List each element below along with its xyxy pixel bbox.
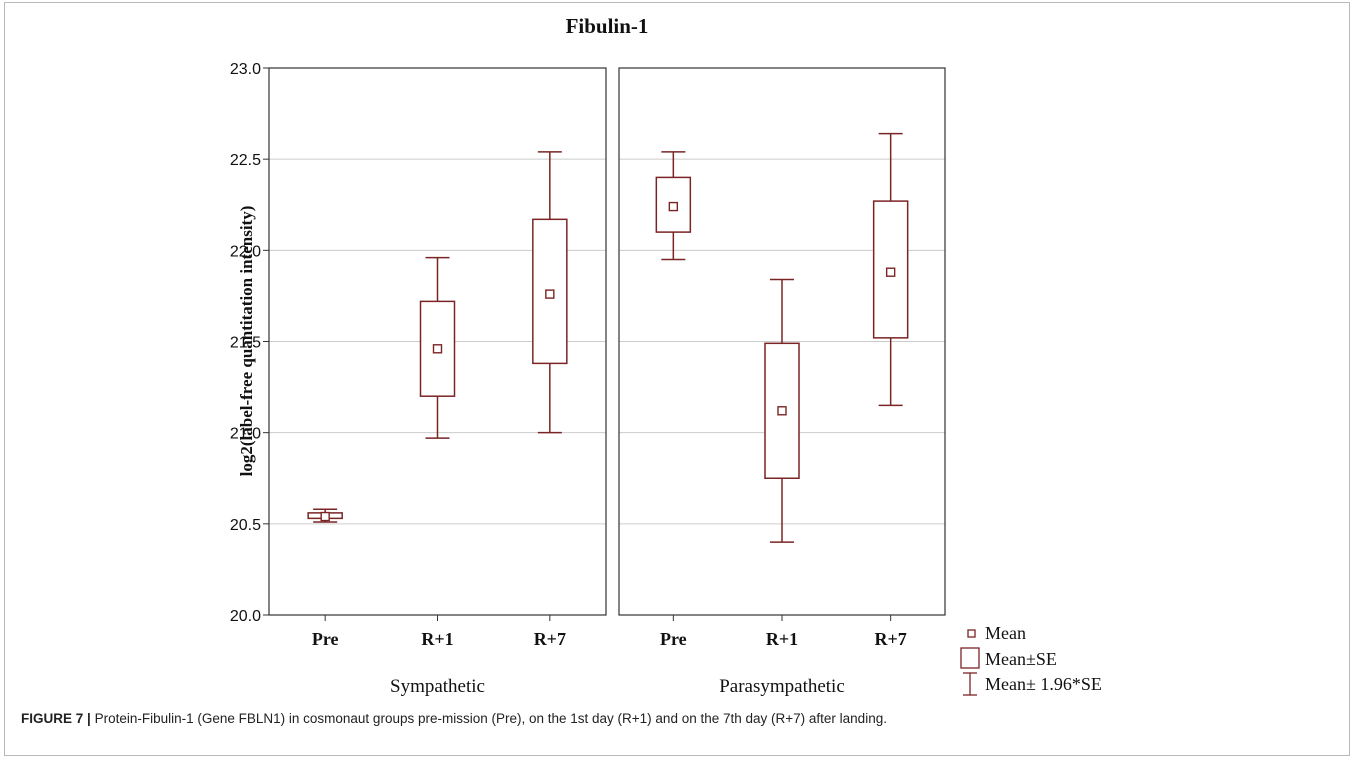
box-rplus7: R+7: [872, 132, 909, 649]
y-tick-label: 21.5: [230, 335, 261, 352]
y-tick-label: 21.0: [230, 426, 261, 443]
panel-label: Parasympathetic: [719, 676, 845, 697]
legend-mean-icon: [967, 629, 976, 638]
mean-marker: [668, 201, 679, 212]
legend: Mean Mean±SE Mean± 1.96*SE: [960, 623, 1102, 696]
x-tick-label: R+7: [534, 629, 566, 649]
mean-marker: [545, 289, 555, 299]
y-tick-label: 22.5: [230, 152, 261, 169]
caption-text: Protein-Fibulin-1 (Gene FBLN1) in cosmon…: [94, 711, 887, 726]
y-tick-label: 20.5: [230, 517, 261, 534]
mean-marker: [320, 511, 330, 522]
y-tick-label: 22.0: [230, 243, 261, 260]
y-tick-label: 20.0: [230, 608, 261, 625]
panel-parasympathetic: Pre R+1 R+7 Parasympathetic: [618, 67, 946, 697]
legend-ci-label: Mean± 1.96*SE: [985, 674, 1102, 694]
box-rplus1: R+1: [764, 278, 800, 649]
x-tick-label: R+1: [421, 629, 453, 649]
legend-se-label: Mean±SE: [985, 649, 1057, 669]
legend-se-icon: [960, 647, 980, 669]
box-pre: Pre: [307, 508, 343, 649]
box-pre: Pre: [655, 151, 692, 649]
mean-marker: [885, 267, 896, 277]
figure-caption: FIGURE 7 | Protein-Fibulin-1 (Gene FBLN1…: [21, 711, 1341, 726]
mean-marker: [432, 344, 443, 354]
chart-title: Fibulin-1: [566, 14, 649, 38]
x-tick-label: Pre: [312, 629, 339, 649]
y-tick-label: 23.0: [230, 61, 261, 78]
chart: Fibulin-1 log2(label-free quantitation in…: [230, 14, 1102, 697]
x-tick-label: Pre: [660, 629, 687, 649]
box-rplus1: R+1: [419, 256, 456, 649]
caption-label: FIGURE 7 |: [21, 711, 91, 726]
panel-label: Sympathetic: [390, 676, 485, 697]
x-tick-label: R+1: [766, 629, 798, 649]
panel-sympathetic: Pre R+1 R+7 Sympathetic: [268, 67, 607, 697]
legend-mean-label: Mean: [985, 623, 1026, 643]
y-axis-label: log2(label-free quantitation intensity): [237, 206, 256, 477]
figure-frame: Fibulin-1 log2(label-free quantitation in…: [4, 2, 1350, 756]
x-tick-label: R+7: [875, 629, 907, 649]
mean-marker: [777, 406, 787, 416]
box-rplus7: R+7: [532, 151, 568, 649]
